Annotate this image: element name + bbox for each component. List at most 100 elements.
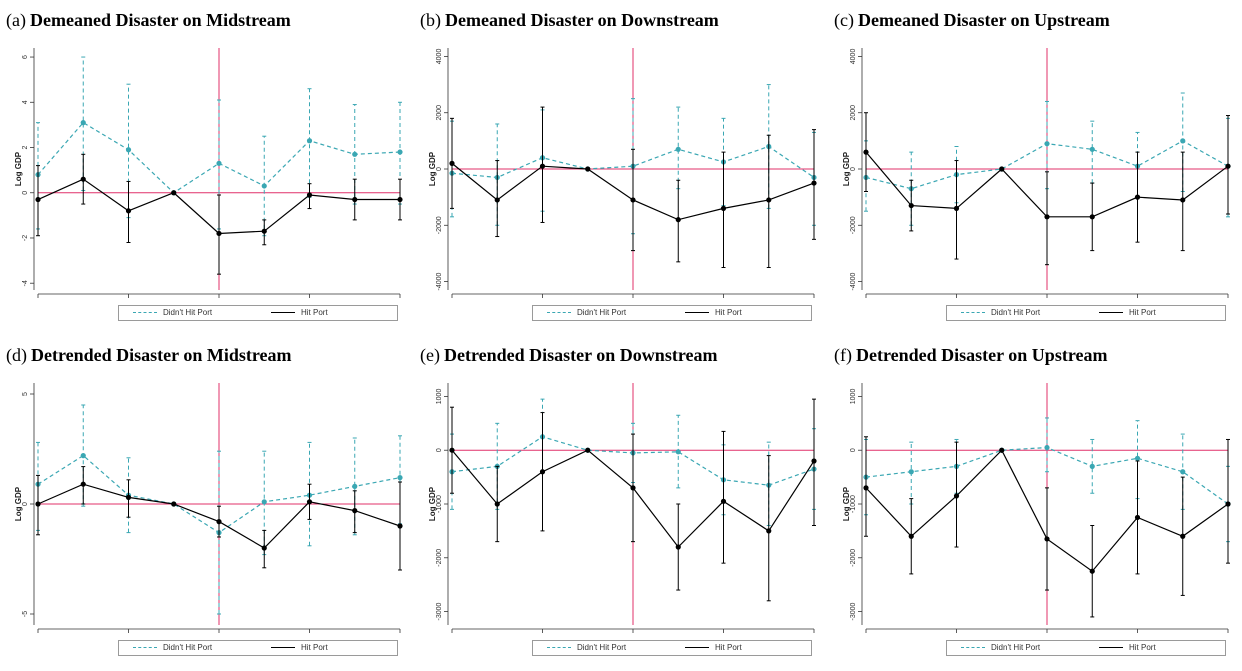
- data-point: [1044, 536, 1050, 542]
- legend-item: Didn't Hit Port: [133, 643, 212, 653]
- y-axis-label: Log GDP: [14, 151, 23, 186]
- data-point: [766, 528, 772, 534]
- x-tick-label: -2: [953, 299, 961, 300]
- panel-letter: (f): [834, 345, 852, 365]
- x-tick-label: -2: [125, 634, 133, 635]
- legend-item: Didn't Hit Port: [961, 308, 1040, 318]
- legend-swatch: [685, 647, 709, 649]
- x-tick-label: -2: [539, 299, 547, 300]
- y-tick-label: -1000: [850, 495, 857, 513]
- panel-name: Detrended Disaster on Upstream: [855, 345, 1108, 365]
- data-point: [863, 149, 869, 155]
- legend-item: Didn't Hit Port: [547, 643, 626, 653]
- y-tick-label: 4: [22, 100, 29, 104]
- legend-item: Didn't Hit Port: [133, 308, 212, 318]
- y-tick-label: 2: [22, 145, 29, 149]
- legend-label: Didn't Hit Port: [991, 643, 1041, 652]
- y-tick-label: 1000: [436, 389, 443, 405]
- data-point: [1089, 146, 1095, 152]
- y-tick-label: -1000: [436, 495, 443, 513]
- x-tick-label: 2: [721, 634, 726, 635]
- data-point: [306, 192, 313, 198]
- y-tick-label: -4: [22, 280, 29, 286]
- y-tick-label: -2000: [850, 549, 857, 567]
- x-tick-label: 4: [398, 299, 403, 300]
- legend-label: Didn't Hit Port: [577, 308, 627, 317]
- data-point: [811, 458, 817, 464]
- data-point: [171, 501, 177, 507]
- panel-title: (c) Demeaned Disaster on Upstream: [834, 10, 1110, 31]
- y-tick-label: -5: [22, 611, 29, 617]
- data-point: [1134, 514, 1141, 521]
- x-tick-label: -4: [862, 299, 870, 300]
- chart-legend: Didn't Hit Port Hit Port: [118, 640, 398, 656]
- data-point: [1089, 214, 1095, 220]
- legend-item: Hit Port: [1099, 308, 1156, 318]
- x-tick-label: 2: [721, 299, 726, 300]
- x-tick-label: 2: [1135, 634, 1140, 635]
- y-tick-label: -2000: [436, 216, 443, 234]
- chart-panel-f: (f) Detrended Disaster on Upstream -3000 -2…: [828, 335, 1242, 670]
- data-point: [80, 120, 86, 126]
- data-point: [999, 447, 1005, 453]
- panel-letter: (a): [6, 10, 26, 30]
- data-point: [352, 196, 358, 203]
- data-point: [125, 147, 132, 153]
- chart-panel-d: (d)Detrended Disaster on Midstream -5 0 5 -4…: [0, 335, 414, 670]
- y-tick-label: 2000: [850, 105, 857, 121]
- data-point: [1134, 455, 1141, 461]
- x-tick-label: 0: [1045, 634, 1050, 635]
- y-tick-label: 0: [436, 448, 443, 452]
- x-tick-label: 4: [812, 299, 817, 300]
- y-tick-label: -2000: [436, 549, 443, 567]
- panel-letter: (c): [834, 10, 854, 30]
- legend-label: Didn't Hit Port: [163, 308, 213, 317]
- data-point: [630, 485, 636, 491]
- data-point: [494, 501, 500, 507]
- data-point: [171, 190, 177, 196]
- x-tick-label: 2: [307, 634, 312, 635]
- legend-item: Didn't Hit Port: [547, 308, 626, 318]
- legend-swatch: [961, 647, 985, 649]
- y-tick-label: 2000: [436, 105, 443, 121]
- data-point: [1089, 568, 1095, 574]
- y-tick-label: 0: [850, 448, 857, 452]
- data-point: [1044, 141, 1050, 147]
- x-tick-label: 0: [217, 634, 222, 635]
- y-tick-label: 5: [22, 392, 29, 396]
- data-point: [216, 230, 222, 237]
- panel-title: (a) Demeaned Disaster on Midstream: [6, 10, 291, 31]
- data-point: [811, 180, 817, 186]
- x-tick-label: -4: [862, 634, 870, 635]
- legend-swatch: [1099, 312, 1123, 314]
- chart-svg: -505-4-2024Months to Large Climate Disas…: [14, 383, 403, 635]
- data-point: [539, 469, 546, 475]
- y-axis-label: Log GDP: [428, 486, 437, 521]
- y-tick-label: 6: [22, 55, 29, 59]
- y-tick-label: -2000: [850, 216, 857, 234]
- panel-name: Demeaned Disaster on Upstream: [857, 10, 1110, 30]
- panel-letter: (b): [420, 10, 441, 30]
- panel-title: (d) Detrended Disaster on Midstream: [6, 345, 291, 366]
- data-point: [306, 138, 313, 144]
- data-point: [397, 196, 403, 203]
- panel-letter: (e): [420, 345, 440, 365]
- data-point: [261, 183, 267, 189]
- legend-swatch: [547, 312, 571, 314]
- chart-legend: Didn't Hit Port Hit Port: [532, 305, 812, 321]
- legend-item: Hit Port: [685, 643, 742, 653]
- data-point: [80, 453, 86, 459]
- x-tick-label: -2: [125, 299, 133, 300]
- legend-swatch: [547, 647, 571, 649]
- legend-item: Didn't Hit Port: [961, 643, 1040, 653]
- legend-swatch: [271, 647, 295, 649]
- data-point: [397, 523, 403, 529]
- chart-legend: Didn't Hit Port Hit Port: [532, 640, 812, 656]
- data-point: [1044, 214, 1050, 220]
- data-point: [585, 447, 591, 453]
- data-point: [585, 166, 591, 172]
- x-tick-label: 4: [812, 634, 817, 635]
